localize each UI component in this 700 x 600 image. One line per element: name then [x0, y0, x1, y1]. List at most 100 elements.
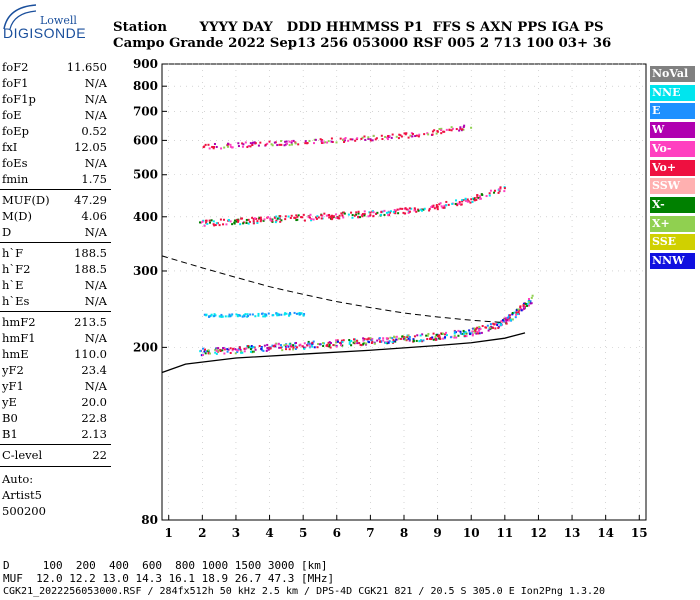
echo-point: [226, 348, 229, 351]
legend-item-e: E: [650, 103, 695, 120]
echo-point: [235, 313, 238, 316]
echo-point: [520, 309, 523, 312]
echo-point: [351, 214, 354, 217]
echo-point: [264, 143, 267, 146]
echo-point: [464, 330, 467, 333]
echo-point: [235, 348, 238, 351]
x-tick-label: 13: [564, 526, 581, 540]
echo-point: [241, 217, 244, 220]
echo-point: [246, 146, 249, 149]
echo-point: [299, 313, 302, 316]
param-name: fmin: [2, 172, 29, 186]
footer-muf-row: MUF 12.0 12.2 13.0 14.3 16.1 18.9 26.7 4…: [3, 572, 335, 585]
echo-point: [320, 214, 323, 217]
param-row-hmf1: hmF1 N/A: [2, 331, 107, 347]
param-value: 22.8: [81, 411, 107, 425]
echo-point: [460, 203, 463, 206]
echo-point: [240, 350, 243, 353]
echo-point: [311, 342, 314, 345]
echo-point: [445, 128, 448, 131]
echo-point: [457, 329, 460, 332]
echo-point: [208, 147, 211, 150]
echo-point: [309, 345, 312, 348]
y-tick-label: 500: [133, 168, 158, 182]
echo-point: [279, 215, 282, 218]
echo-point: [215, 349, 218, 352]
echo-point: [341, 214, 344, 217]
echo-point: [201, 220, 204, 223]
echo-point: [322, 141, 325, 144]
echo-point: [267, 312, 270, 315]
echo-point: [261, 312, 264, 315]
echo-point: [245, 222, 248, 225]
echo-point: [253, 346, 256, 349]
echo-point: [307, 216, 310, 219]
header-row-labels: Station YYYY DAY DDD HHMMSS P1 FFS S AXN…: [113, 20, 604, 35]
echo-point: [526, 304, 529, 307]
echo-point: [427, 133, 430, 136]
echo-point: [272, 314, 275, 317]
echo-point: [369, 214, 372, 217]
echo-point: [284, 140, 287, 143]
echo-point: [440, 132, 443, 135]
echo-point: [251, 141, 254, 144]
echo-point: [370, 341, 373, 344]
echo-point: [340, 212, 343, 215]
echo-point: [237, 142, 240, 145]
echo-point: [367, 337, 370, 340]
echo-point: [435, 132, 438, 135]
echo-point: [252, 222, 255, 225]
echo-point: [363, 214, 366, 217]
echo-point: [239, 223, 242, 226]
echo-point: [445, 331, 448, 334]
echo-point: [362, 342, 365, 345]
echo-point: [504, 318, 507, 321]
echo-point: [371, 139, 374, 142]
echo-point: [438, 336, 441, 339]
echo-point: [338, 214, 341, 217]
echo-point: [198, 221, 201, 224]
param-value: 213.5: [74, 315, 107, 329]
echo-point: [321, 140, 324, 143]
echo-point: [222, 218, 225, 221]
echo-point: [421, 333, 424, 336]
echo-point: [247, 345, 250, 348]
echo-point: [212, 146, 215, 149]
echo-point: [254, 142, 257, 145]
echo-point: [413, 209, 416, 212]
echo-point: [477, 332, 480, 335]
echo-point: [520, 308, 523, 311]
echo-point: [335, 341, 338, 344]
echo-point: [362, 339, 365, 342]
echo-point: [244, 141, 247, 144]
echo-point: [515, 311, 518, 314]
echo-point: [292, 344, 295, 347]
echo-point: [478, 329, 481, 332]
echo-point: [257, 312, 260, 315]
param-name: MUF(D): [2, 193, 50, 207]
x-tick-label: 3: [232, 526, 240, 540]
echo-point: [440, 127, 443, 130]
echo-point: [451, 127, 454, 130]
echo-point: [408, 207, 411, 210]
echo-point: [420, 209, 423, 212]
echo-point: [410, 132, 413, 135]
echo-point: [298, 311, 301, 314]
echo-point: [202, 219, 205, 222]
echo-point: [522, 307, 525, 310]
echo-point: [508, 314, 511, 317]
echo-point: [485, 195, 488, 198]
echo-point: [293, 216, 296, 219]
echo-point: [385, 337, 388, 340]
echo-point: [252, 220, 255, 223]
echo-point: [297, 312, 300, 315]
echo-point: [408, 338, 411, 341]
echo-point: [409, 134, 412, 137]
echo-point: [263, 218, 266, 221]
echo-point: [200, 354, 203, 357]
echo-point: [528, 300, 531, 303]
echo-point: [335, 345, 338, 348]
echo-point: [343, 140, 346, 143]
echo-point: [458, 129, 461, 132]
echo-point: [333, 344, 336, 347]
